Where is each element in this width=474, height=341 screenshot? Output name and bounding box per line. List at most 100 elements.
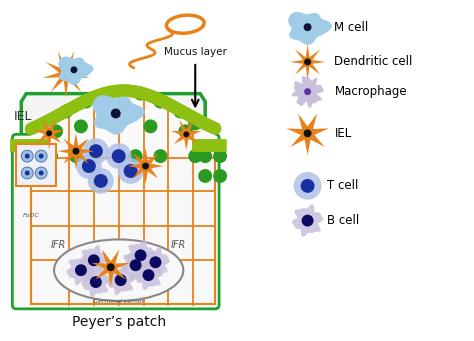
Text: IFR: IFR xyxy=(171,240,186,250)
Circle shape xyxy=(62,70,70,78)
Circle shape xyxy=(74,119,88,133)
Text: M cell: M cell xyxy=(335,21,369,34)
Circle shape xyxy=(21,167,33,179)
Polygon shape xyxy=(171,120,202,150)
Circle shape xyxy=(304,129,311,137)
Text: IEL: IEL xyxy=(14,110,33,123)
Circle shape xyxy=(21,150,33,162)
Circle shape xyxy=(142,163,149,169)
Circle shape xyxy=(104,116,118,130)
Circle shape xyxy=(39,154,44,159)
Circle shape xyxy=(301,179,315,193)
Circle shape xyxy=(198,169,212,183)
Circle shape xyxy=(106,143,132,169)
Circle shape xyxy=(79,94,93,108)
Polygon shape xyxy=(292,76,324,108)
Polygon shape xyxy=(91,249,130,287)
Circle shape xyxy=(143,269,155,281)
Text: Macrophage: Macrophage xyxy=(335,85,407,98)
Circle shape xyxy=(25,170,30,176)
Circle shape xyxy=(135,249,146,261)
Polygon shape xyxy=(59,57,93,85)
Circle shape xyxy=(111,108,121,118)
Text: FoDC: FoDC xyxy=(23,213,40,218)
Polygon shape xyxy=(121,250,150,280)
Circle shape xyxy=(94,174,108,188)
Polygon shape xyxy=(289,12,331,44)
Circle shape xyxy=(49,124,63,138)
Circle shape xyxy=(118,158,144,184)
Circle shape xyxy=(213,169,227,183)
Text: Peyer’s patch: Peyer’s patch xyxy=(72,315,166,329)
Text: B cell: B cell xyxy=(328,214,360,227)
Text: Mucus layer: Mucus layer xyxy=(164,47,227,57)
Circle shape xyxy=(89,144,103,158)
Circle shape xyxy=(129,259,142,271)
Circle shape xyxy=(154,149,167,163)
Circle shape xyxy=(73,148,80,154)
Circle shape xyxy=(112,149,126,163)
Circle shape xyxy=(178,124,192,138)
Polygon shape xyxy=(80,245,108,275)
Circle shape xyxy=(88,254,100,266)
Circle shape xyxy=(69,149,83,163)
Polygon shape xyxy=(34,119,64,149)
Circle shape xyxy=(144,119,157,133)
Circle shape xyxy=(154,94,167,108)
Polygon shape xyxy=(21,94,205,290)
Circle shape xyxy=(128,149,143,163)
Polygon shape xyxy=(93,95,145,134)
Circle shape xyxy=(35,150,47,162)
Circle shape xyxy=(183,131,189,137)
FancyBboxPatch shape xyxy=(16,144,56,186)
FancyBboxPatch shape xyxy=(12,134,219,309)
Circle shape xyxy=(88,168,114,194)
Circle shape xyxy=(71,66,77,73)
Circle shape xyxy=(213,149,227,163)
Polygon shape xyxy=(43,51,90,98)
Circle shape xyxy=(44,149,58,163)
Circle shape xyxy=(25,154,30,159)
Circle shape xyxy=(115,274,127,286)
Polygon shape xyxy=(31,91,215,145)
Polygon shape xyxy=(58,133,94,169)
Circle shape xyxy=(90,276,102,288)
Ellipse shape xyxy=(54,239,183,301)
Circle shape xyxy=(46,130,52,136)
Circle shape xyxy=(89,144,103,158)
Text: Germinal center: Germinal center xyxy=(93,299,144,305)
Circle shape xyxy=(188,116,202,130)
Polygon shape xyxy=(66,255,95,285)
Circle shape xyxy=(188,149,202,163)
Polygon shape xyxy=(286,114,329,155)
Circle shape xyxy=(124,164,137,178)
Circle shape xyxy=(173,105,187,118)
Circle shape xyxy=(304,58,311,65)
Text: IFR: IFR xyxy=(50,240,66,250)
Circle shape xyxy=(304,88,311,95)
Circle shape xyxy=(304,23,311,31)
Text: T cell: T cell xyxy=(328,179,359,192)
Circle shape xyxy=(301,214,313,226)
Polygon shape xyxy=(141,247,170,277)
Polygon shape xyxy=(134,260,163,290)
Circle shape xyxy=(198,149,212,163)
Circle shape xyxy=(99,90,113,104)
Circle shape xyxy=(39,170,44,176)
Text: IEL: IEL xyxy=(335,127,352,140)
Circle shape xyxy=(149,256,162,268)
Polygon shape xyxy=(290,44,326,80)
Polygon shape xyxy=(82,267,110,297)
Text: Dendritic cell: Dendritic cell xyxy=(335,55,413,69)
Circle shape xyxy=(83,138,109,164)
Circle shape xyxy=(75,264,87,276)
Circle shape xyxy=(134,87,147,101)
Circle shape xyxy=(294,172,321,200)
Polygon shape xyxy=(128,148,164,184)
Circle shape xyxy=(107,263,115,271)
Polygon shape xyxy=(106,265,135,295)
Polygon shape xyxy=(126,240,155,270)
Circle shape xyxy=(35,167,47,179)
Circle shape xyxy=(59,105,73,118)
Circle shape xyxy=(76,153,102,179)
